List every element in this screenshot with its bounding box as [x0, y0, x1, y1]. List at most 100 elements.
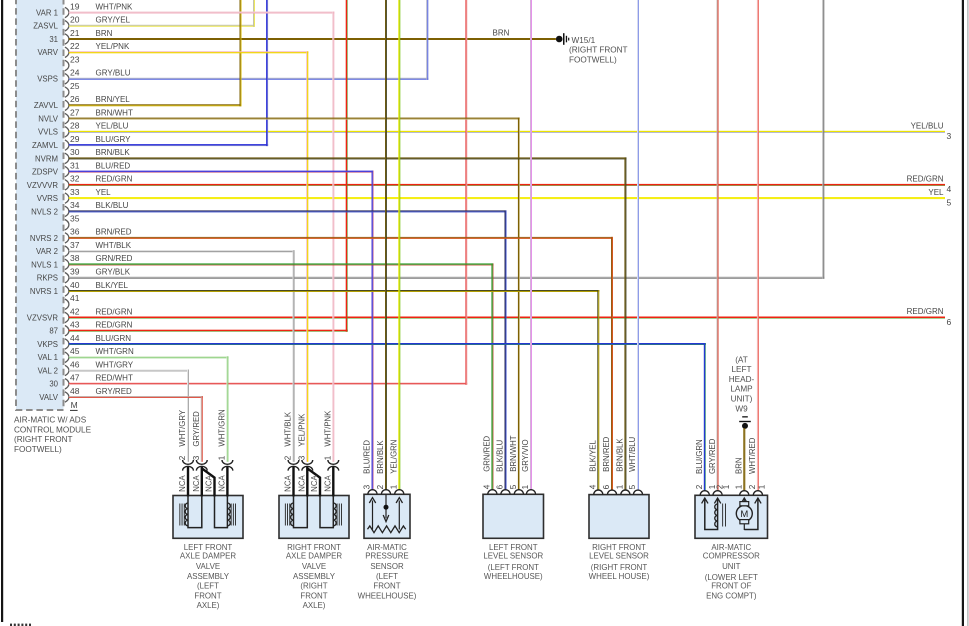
svg-text:YEL: YEL: [96, 188, 112, 197]
svg-text:42: 42: [70, 306, 80, 316]
svg-text:24: 24: [70, 68, 80, 78]
svg-text:(RIGHT FRONT: (RIGHT FRONT: [14, 435, 73, 444]
svg-text:FRONT: FRONT: [194, 591, 221, 600]
svg-text:30: 30: [70, 147, 80, 157]
svg-text:1: 1: [735, 484, 744, 489]
svg-text:BLU/GRN: BLU/GRN: [695, 439, 704, 474]
svg-text:WHEELHOUSE): WHEELHOUSE): [358, 591, 417, 600]
svg-text:AIR-MATIC W/ ADS: AIR-MATIC W/ ADS: [14, 416, 87, 425]
svg-text:WHT/PNK: WHT/PNK: [324, 410, 333, 447]
svg-text:BLK/YEL: BLK/YEL: [96, 281, 129, 290]
svg-text:1: 1: [616, 484, 625, 489]
svg-text:6: 6: [602, 484, 611, 489]
svg-text:UNIT: UNIT: [722, 562, 741, 571]
svg-text:20: 20: [70, 15, 80, 25]
svg-text:WHT/GRN: WHT/GRN: [218, 409, 227, 446]
svg-text:WHT/GRN: WHT/GRN: [96, 347, 134, 356]
svg-text:YEL/GRN: YEL/GRN: [390, 440, 399, 474]
svg-text:BRN/BLK: BRN/BLK: [96, 148, 131, 157]
svg-text:(AT: (AT: [735, 355, 748, 364]
svg-text:NVLS 1: NVLS 1: [31, 260, 58, 269]
svg-text:BRN/RED: BRN/RED: [96, 228, 132, 237]
svg-text:LEVEL SENSOR: LEVEL SENSOR: [589, 551, 649, 560]
svg-text:VZVVVR: VZVVVR: [27, 181, 59, 190]
svg-text:FOOTWELL): FOOTWELL): [14, 445, 62, 454]
svg-text:5: 5: [628, 484, 637, 489]
svg-text:ZDSPV: ZDSPV: [32, 168, 59, 177]
svg-text:NCA: NCA: [324, 475, 333, 492]
svg-text:YEL/PNK: YEL/PNK: [298, 413, 307, 447]
svg-text:30: 30: [49, 380, 58, 389]
svg-text:BRN/YEL: BRN/YEL: [96, 95, 131, 104]
svg-text:RED/GRN: RED/GRN: [907, 307, 944, 316]
svg-text:47: 47: [70, 373, 80, 383]
svg-text:6: 6: [947, 317, 952, 327]
svg-text:YEL/PNK: YEL/PNK: [96, 42, 130, 51]
svg-text:BRN: BRN: [493, 29, 510, 38]
svg-text:45: 45: [70, 346, 80, 356]
svg-text:VALVE: VALVE: [196, 562, 220, 571]
svg-text:VALVE: VALVE: [302, 562, 326, 571]
svg-text:48: 48: [70, 386, 80, 396]
svg-text:NCA: NCA: [298, 475, 307, 492]
svg-text:RED/GRN: RED/GRN: [96, 175, 133, 184]
svg-text:M: M: [740, 509, 748, 520]
svg-text:29: 29: [70, 134, 80, 144]
svg-text:NVLS 2: NVLS 2: [31, 207, 58, 216]
svg-text:RED/GRN: RED/GRN: [907, 175, 944, 184]
svg-text:GRY/BLU: GRY/BLU: [96, 69, 131, 78]
svg-text:GRY/RED: GRY/RED: [708, 438, 717, 474]
svg-text:FRONT: FRONT: [300, 591, 327, 600]
svg-text:NVLV: NVLV: [38, 115, 59, 124]
svg-text:AIR-MATIC: AIR-MATIC: [367, 543, 407, 552]
svg-text:1: 1: [521, 484, 530, 489]
svg-text:VAR 2: VAR 2: [36, 247, 58, 256]
svg-text:31: 31: [70, 160, 80, 170]
svg-text:(RIGHT FRONT: (RIGHT FRONT: [569, 46, 628, 55]
svg-text:WHT/BLK: WHT/BLK: [96, 241, 132, 250]
svg-text:BLU/RED: BLU/RED: [96, 161, 131, 170]
svg-text:1: 1: [390, 484, 399, 489]
svg-text:23: 23: [70, 54, 80, 64]
svg-text:BLU/RED: BLU/RED: [363, 440, 372, 474]
svg-text:BLU/GRN: BLU/GRN: [96, 334, 132, 343]
svg-text:RED/WHT: RED/WHT: [96, 374, 133, 383]
svg-text:AXLE): AXLE): [303, 601, 326, 610]
svg-text:4: 4: [589, 484, 598, 489]
svg-text:87: 87: [49, 327, 58, 336]
svg-text:NCA: NCA: [178, 475, 187, 492]
svg-text:(LEFT: (LEFT: [197, 582, 219, 591]
svg-text:AXLE DAMPER: AXLE DAMPER: [180, 551, 236, 560]
svg-text:BRN: BRN: [735, 458, 744, 474]
svg-text:LEVEL SENSOR: LEVEL SENSOR: [483, 551, 543, 560]
svg-text:RED/GRN: RED/GRN: [96, 321, 133, 330]
svg-text:PRESSURE: PRESSURE: [365, 551, 408, 560]
svg-text:GRY/RED: GRY/RED: [96, 387, 133, 396]
svg-text:32: 32: [70, 174, 80, 184]
svg-text:VSPS: VSPS: [37, 75, 58, 84]
svg-text:M: M: [71, 400, 78, 410]
svg-text:UNIT): UNIT): [731, 395, 753, 404]
svg-text:BRN/RED: BRN/RED: [602, 436, 611, 471]
svg-text:YEL/BLU: YEL/BLU: [96, 122, 129, 131]
svg-text:28: 28: [70, 121, 80, 131]
svg-text:W9: W9: [735, 404, 748, 413]
svg-text:WHT/BLK: WHT/BLK: [284, 411, 293, 446]
svg-text:ASSEMBLY: ASSEMBLY: [187, 572, 230, 581]
svg-text:NCA: NCA: [218, 475, 227, 492]
svg-text:2: 2: [376, 484, 385, 489]
svg-text:NVRS 2: NVRS 2: [30, 234, 58, 243]
svg-text:1: 1: [722, 484, 731, 489]
svg-text:LEFT FRONT: LEFT FRONT: [489, 543, 538, 552]
svg-text:YEL/BLU: YEL/BLU: [911, 122, 944, 131]
svg-text:1: 1: [324, 455, 333, 460]
svg-text:5: 5: [509, 484, 518, 489]
svg-text:HEAD-: HEAD-: [729, 375, 755, 384]
svg-text:AIR-MATIC: AIR-MATIC: [711, 543, 751, 552]
svg-text:NCA: NCA: [205, 475, 214, 492]
svg-text:WHT/GRY: WHT/GRY: [96, 360, 134, 369]
svg-text:26: 26: [70, 94, 80, 104]
svg-text:ASSEMBLY: ASSEMBLY: [293, 572, 336, 581]
svg-text:WHT/RED: WHT/RED: [748, 437, 757, 474]
svg-text:WHEELHOUSE): WHEELHOUSE): [484, 572, 543, 581]
